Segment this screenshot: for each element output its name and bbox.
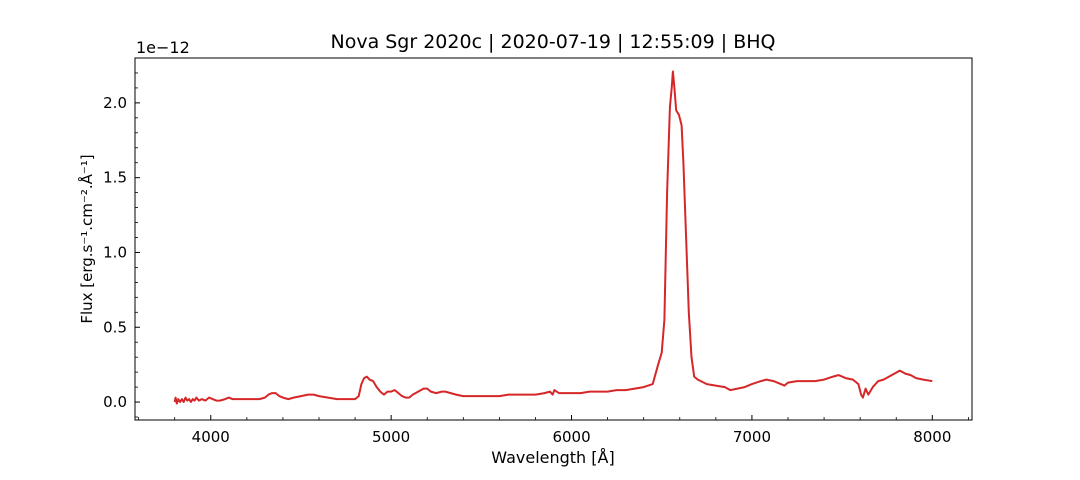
y-axis-ticks: 0.0 0.5 1.0 1.5 2.0 (103, 72, 140, 418)
x-tick-label: 4000 (192, 428, 230, 446)
y-tick-label: 2.0 (103, 94, 127, 112)
y-offset-text: 1e−12 (136, 38, 190, 57)
y-axis-label: Flux [erg.s⁻¹.cm⁻².Å⁻¹] (77, 154, 96, 323)
x-tick-label: 7000 (733, 428, 771, 446)
y-tick-label: 0.0 (103, 393, 127, 411)
spectrum-line (173, 70, 933, 405)
series-layer (173, 70, 933, 405)
x-tick-label: 6000 (552, 428, 590, 446)
y-tick-label: 0.5 (103, 318, 127, 336)
y-tick-label: 1.5 (103, 169, 127, 187)
x-tick-label: 8000 (913, 428, 951, 446)
plot-frame (134, 57, 973, 421)
x-axis-label: Wavelength [Å] (491, 448, 614, 467)
x-axis-ticks: 4000 5000 6000 7000 8000 (138, 415, 969, 446)
y-tick-label: 1.0 (103, 243, 127, 261)
x-tick-label: 5000 (372, 428, 410, 446)
chart-title: Nova Sgr 2020c | 2020-07-19 | 12:55:09 |… (330, 31, 775, 53)
